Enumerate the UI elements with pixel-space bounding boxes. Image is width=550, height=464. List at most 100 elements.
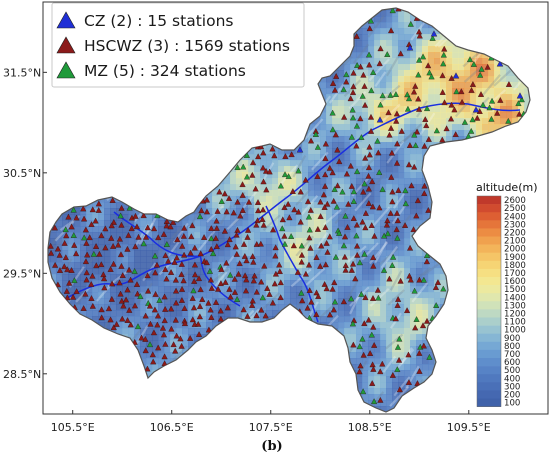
terrain-cell — [524, 46, 530, 53]
terrain-cell — [188, 154, 195, 161]
terrain-cell — [48, 148, 51, 155]
terrain-cell — [392, 136, 399, 143]
terrain-cell — [188, 136, 195, 143]
terrain-cell — [428, 10, 435, 17]
terrain-cell — [440, 64, 447, 71]
terrain-cell — [488, 70, 495, 77]
terrain-cell — [506, 40, 513, 47]
terrain-cell — [272, 106, 279, 113]
terrain-cell — [302, 256, 309, 263]
terrain-cell — [104, 124, 111, 131]
terrain-cell — [326, 124, 333, 131]
terrain-cell — [272, 328, 279, 335]
terrain-cell — [512, 124, 519, 131]
terrain-cell — [422, 178, 429, 185]
terrain-cell — [476, 52, 483, 59]
terrain-cell — [488, 46, 495, 53]
terrain-cell — [344, 22, 351, 29]
terrain-cell — [194, 256, 201, 263]
terrain-cell — [110, 238, 117, 245]
terrain-cell — [374, 82, 381, 89]
terrain-cell — [518, 40, 525, 47]
terrain-cell — [80, 166, 87, 173]
terrain-cell — [494, 34, 501, 41]
terrain-cell — [374, 196, 381, 203]
terrain-cell — [194, 112, 201, 119]
terrain-cell — [350, 40, 357, 47]
terrain-cell — [290, 214, 297, 221]
terrain-cell — [452, 256, 459, 263]
terrain-cell — [446, 214, 453, 221]
terrain-cell — [464, 298, 471, 305]
terrain-cell — [140, 94, 147, 101]
terrain-cell — [404, 136, 411, 143]
terrain-cell — [260, 214, 267, 221]
terrain-cell — [290, 220, 297, 227]
terrain-cell — [110, 202, 117, 209]
terrain-cell — [164, 340, 171, 347]
terrain-cell — [302, 148, 309, 155]
terrain-cell — [206, 340, 213, 347]
terrain-cell — [140, 118, 147, 125]
terrain-cell — [308, 352, 315, 359]
terrain-cell — [458, 208, 465, 215]
terrain-cell — [332, 322, 339, 329]
terrain-cell — [440, 226, 447, 233]
terrain-cell — [272, 304, 279, 311]
terrain-cell — [278, 232, 285, 239]
terrain-cell — [446, 178, 453, 185]
terrain-cell — [278, 160, 285, 167]
terrain-cell — [146, 130, 153, 137]
terrain-cell — [140, 160, 147, 167]
terrain-cell — [146, 244, 153, 251]
terrain-cell — [104, 130, 111, 137]
terrain-cell — [374, 298, 381, 305]
terrain-cell — [398, 208, 405, 215]
terrain-cell — [332, 346, 339, 353]
terrain-cell — [338, 16, 345, 23]
terrain-cell — [314, 136, 321, 143]
terrain-cell — [158, 106, 165, 113]
terrain-cell — [476, 160, 483, 167]
terrain-cell — [284, 316, 291, 323]
terrain-cell — [62, 358, 69, 365]
terrain-cell — [416, 358, 423, 365]
terrain-cell — [182, 106, 189, 113]
terrain-cell — [530, 250, 537, 257]
terrain-cell — [410, 286, 417, 293]
terrain-cell — [152, 106, 159, 113]
terrain-cell — [86, 286, 93, 293]
terrain-cell — [248, 328, 255, 335]
terrain-cell — [128, 298, 135, 305]
terrain-cell — [356, 310, 363, 317]
terrain-cell — [356, 262, 363, 269]
terrain-cell — [86, 298, 93, 305]
terrain-cell — [434, 190, 441, 197]
terrain-cell — [146, 346, 153, 353]
terrain-cell — [440, 34, 447, 41]
terrain-cell — [530, 100, 537, 107]
terrain-cell — [146, 364, 153, 371]
terrain-cell — [230, 172, 237, 179]
terrain-cell — [488, 64, 495, 71]
terrain-cell — [74, 118, 81, 125]
terrain-cell — [506, 154, 513, 161]
terrain-cell — [296, 256, 303, 263]
terrain-cell — [164, 286, 171, 293]
terrain-cell — [440, 292, 447, 299]
terrain-cell — [320, 28, 327, 35]
terrain-cell — [374, 346, 381, 353]
terrain-cell — [146, 142, 153, 149]
terrain-cell — [440, 364, 447, 371]
terrain-cell — [464, 220, 471, 227]
terrain-cell — [362, 334, 369, 341]
terrain-cell — [530, 28, 537, 35]
terrain-cell — [194, 142, 201, 149]
terrain-cell — [272, 118, 279, 125]
terrain-cell — [332, 46, 339, 53]
terrain-cell — [404, 118, 411, 125]
terrain-cell — [152, 166, 159, 173]
terrain-cell — [248, 268, 255, 275]
terrain-cell — [188, 298, 195, 305]
terrain-cell — [452, 262, 459, 269]
